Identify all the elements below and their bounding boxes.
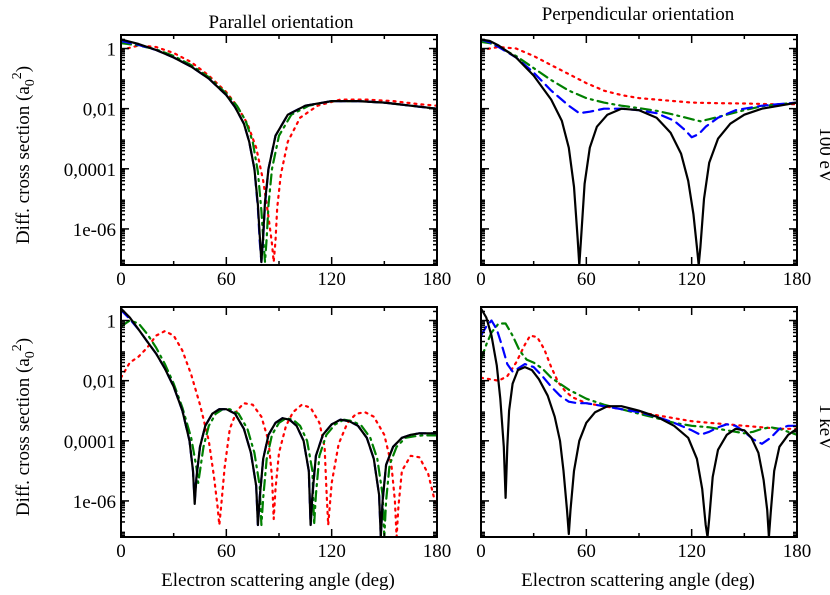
ylabel-top-close: ) bbox=[13, 66, 34, 72]
y-tick-label: 1 bbox=[107, 40, 117, 61]
plot-frame bbox=[120, 34, 438, 266]
y-tick-label: 0,0001 bbox=[64, 160, 116, 181]
series-dotted-line bbox=[481, 334, 797, 430]
x-tick-label: 60 bbox=[217, 269, 236, 290]
ylabel-bottom-close: ) bbox=[13, 338, 34, 344]
y-tick-label: 1e-06 bbox=[73, 492, 116, 513]
series-solid-line bbox=[121, 307, 437, 537]
x-tick-label: 180 bbox=[423, 269, 452, 290]
series-group bbox=[481, 38, 797, 265]
series-dotted-line bbox=[121, 330, 437, 537]
x-tick-label: 180 bbox=[423, 541, 452, 562]
x-tick-label: 180 bbox=[783, 269, 812, 290]
x-tick-label: 120 bbox=[317, 269, 346, 290]
panel-parallel-1kev: 0 60 120 180 1 0,01 0,0001 1e-06 bbox=[64, 306, 452, 562]
plot-frame bbox=[480, 306, 798, 538]
series-dashed-line bbox=[121, 39, 437, 264]
x-tick-label: 0 bbox=[476, 541, 486, 562]
panel-parallel-100ev: 0 60 120 180 1 0,01 0,0001 1e-06 bbox=[64, 34, 452, 290]
x-tick-label: 0 bbox=[476, 269, 486, 290]
series-solid-line bbox=[481, 307, 797, 537]
x-tick-label: 120 bbox=[317, 541, 346, 562]
title-perpendicular: Perpendicular orientation bbox=[542, 4, 735, 25]
series-dashdot-line bbox=[481, 322, 797, 436]
title-parallel: Parallel orientation bbox=[208, 12, 354, 33]
series-dashdot-line bbox=[121, 319, 437, 537]
y-tick-label: 1e-06 bbox=[73, 220, 116, 241]
x-tick-label: 120 bbox=[677, 541, 706, 562]
series-group bbox=[121, 307, 437, 537]
y-tick-label: 0,01 bbox=[83, 372, 116, 393]
x-tick-label: 0 bbox=[116, 269, 126, 290]
side-label-100ev: 100 eV bbox=[815, 127, 830, 183]
ylabel-top-sup: 2 bbox=[10, 72, 25, 79]
series-dashdot-line bbox=[481, 40, 797, 123]
x-tick-label: 0 bbox=[116, 541, 126, 562]
y-tick-label: 0,01 bbox=[83, 100, 116, 121]
x-tick-label: 60 bbox=[217, 541, 236, 562]
series-solid-line bbox=[121, 38, 437, 264]
x-tick-label: 120 bbox=[677, 269, 706, 290]
series-dashdot-line bbox=[121, 42, 437, 264]
series-dotted-line bbox=[481, 45, 797, 106]
ylabel-bottom: Diff. cross section (a02) bbox=[10, 338, 38, 516]
ylabel-bottom-main: Diff. cross section (a bbox=[13, 358, 34, 517]
series-dotted-line bbox=[121, 44, 437, 264]
x-tick-label: 60 bbox=[577, 541, 596, 562]
series-solid-line bbox=[481, 38, 797, 265]
ylabel-top: Diff. cross section (a02) bbox=[10, 66, 38, 244]
ylabel-bottom-sub: 0 bbox=[23, 351, 38, 358]
ylabel-bottom-sup: 2 bbox=[10, 344, 25, 351]
y-tick-label: 1 bbox=[107, 312, 117, 333]
x-tick-label: 180 bbox=[783, 541, 812, 562]
xlabel-right: Electron scattering angle (deg) bbox=[521, 570, 755, 591]
side-label-1kev: 1 keV bbox=[815, 404, 830, 450]
panel-perpendicular-100ev: 0 60 120 180 bbox=[476, 34, 812, 290]
series-group bbox=[121, 38, 437, 264]
xlabel-left: Electron scattering angle (deg) bbox=[161, 570, 395, 591]
series-group bbox=[481, 307, 797, 537]
ylabel-top-main: Diff. cross section (a bbox=[13, 86, 34, 245]
y-tick-label: 0,0001 bbox=[64, 432, 116, 453]
panel-perpendicular-1kev: 0 60 120 180 bbox=[476, 306, 812, 562]
ylabel-top-sub: 0 bbox=[23, 79, 38, 86]
x-tick-label: 60 bbox=[577, 269, 596, 290]
